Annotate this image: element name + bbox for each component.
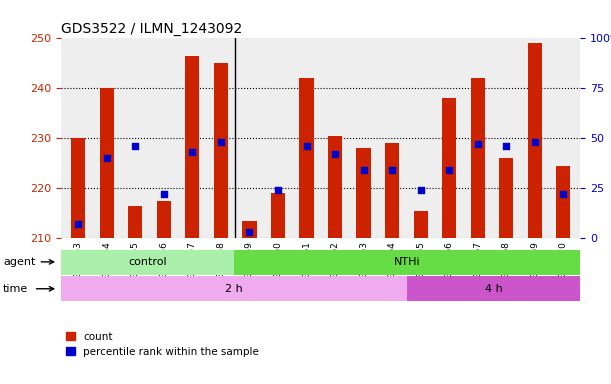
Point [159, 191, 169, 197]
Bar [243, 220, 257, 238]
Bar [556, 166, 571, 238]
Point [130, 143, 140, 149]
Text: control: control [128, 257, 167, 267]
Text: GDS3522 / ILMN_1243092: GDS3522 / ILMN_1243092 [61, 22, 243, 36]
Bar [185, 56, 200, 238]
Point [415, 187, 425, 193]
Point [444, 167, 454, 173]
Point [188, 149, 197, 155]
Point [359, 167, 368, 173]
Bar [234, 250, 580, 275]
Bar [71, 138, 86, 238]
Bar [470, 78, 485, 238]
Bar [61, 250, 234, 275]
Bar [214, 63, 228, 238]
Bar [408, 276, 580, 301]
Point [302, 143, 312, 149]
Point [558, 191, 568, 197]
Bar [328, 136, 342, 238]
Bar [156, 200, 171, 238]
Point [244, 229, 254, 235]
Bar [271, 193, 285, 238]
Point [73, 221, 83, 227]
Text: agent: agent [3, 257, 35, 267]
Legend: count, percentile rank within the sample: count, percentile rank within the sample [67, 332, 259, 357]
Bar [414, 210, 428, 238]
Point [216, 139, 226, 145]
Bar [442, 98, 456, 238]
Point [273, 187, 283, 193]
Bar [385, 143, 399, 238]
Point [387, 167, 397, 173]
Point [330, 151, 340, 157]
Text: 4 h: 4 h [485, 284, 503, 294]
Text: 2 h: 2 h [225, 284, 243, 294]
Bar [61, 276, 408, 301]
Bar [128, 205, 142, 238]
Text: time: time [3, 284, 28, 294]
Bar [528, 43, 542, 238]
Bar [499, 158, 513, 238]
Text: NTHi: NTHi [394, 257, 420, 267]
Point [473, 141, 483, 147]
Bar [299, 78, 313, 238]
Point [530, 139, 540, 145]
Bar [356, 148, 371, 238]
Bar [100, 88, 114, 238]
Point [502, 143, 511, 149]
Point [102, 155, 112, 161]
